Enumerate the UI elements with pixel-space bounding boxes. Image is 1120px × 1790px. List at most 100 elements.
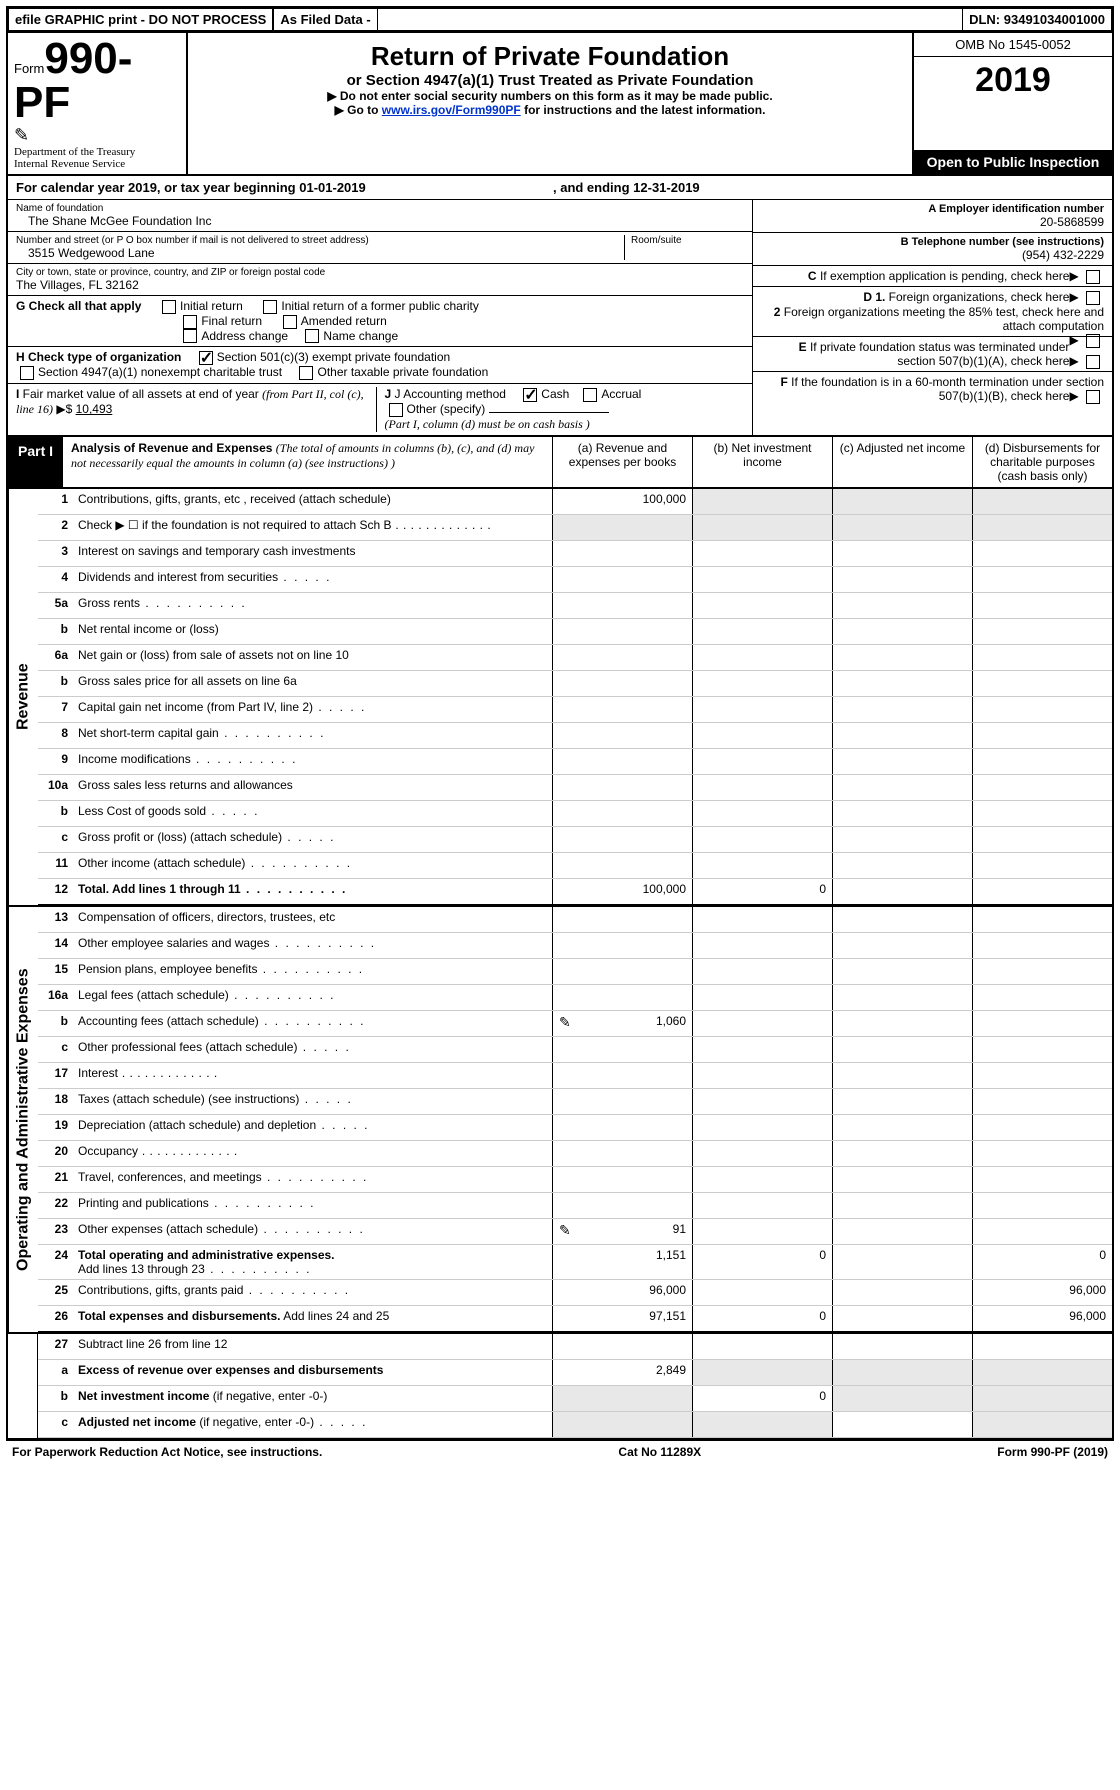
j-note: (Part I, column (d) must be on cash basi… [385,417,590,431]
line-amt-col2 [692,619,832,644]
revenue-section: Revenue 1Contributions, gifts, grants, e… [8,488,1112,905]
line-amt-col2 [692,933,832,958]
revenue-sidelabel: Revenue [8,489,38,905]
line-amt-col1 [552,671,692,696]
h-501c3-checkbox[interactable] [199,351,213,365]
line-amt-col2 [692,645,832,670]
line-amt-col1 [552,697,692,722]
line-amt-col4 [972,749,1112,774]
line-number: 2 [38,515,74,540]
line-amt-col4 [972,1089,1112,1114]
line-number: b [38,1386,74,1411]
col-d-hdr: (d) Disbursements for charitable purpose… [972,437,1112,487]
b-cell: B Telephone number (see instructions) (9… [753,233,1112,266]
line-amt-col4 [972,593,1112,618]
line-amt-col1 [552,1037,692,1062]
line-row: 18Taxes (attach schedule) (see instructi… [38,1089,1112,1115]
line-number: 21 [38,1167,74,1192]
line-amt-col4 [972,1063,1112,1088]
instr-1: ▶ Do not enter social security numbers o… [194,89,906,103]
line-amt-col4 [972,697,1112,722]
d2-checkbox[interactable] [1086,334,1100,348]
line-amt-col4 [972,959,1112,984]
line-amt-col4 [972,1360,1112,1385]
g-initial-former-checkbox[interactable] [263,300,277,314]
j-accrual-checkbox[interactable] [583,388,597,402]
instr2-pre: ▶ Go to [335,103,382,117]
f-checkbox[interactable] [1086,390,1100,404]
line-amt-col4 [972,1167,1112,1192]
line-desc: Capital gain net income (from Part IV, l… [74,697,552,722]
line-number: 3 [38,541,74,566]
g-name-checkbox[interactable] [305,329,319,343]
h-4947-checkbox[interactable] [20,366,34,380]
line-desc: Accounting fees (attach schedule) [74,1011,552,1036]
line-number: b [38,801,74,826]
line-number: 6a [38,645,74,670]
form-number: Form990-PF [14,37,180,125]
instr2-link[interactable]: www.irs.gov/Form990PF [382,103,521,117]
top-strip: efile GRAPHIC print - DO NOT PROCESS As … [8,8,1112,31]
line-amt-col3 [832,1089,972,1114]
h-opt-4947: Section 4947(a)(1) nonexempt charitable … [38,365,282,379]
line-desc: Contributions, gifts, grants, etc , rece… [74,489,552,514]
g-final-checkbox[interactable] [183,315,197,329]
name-label: Name of foundation [16,203,744,214]
ij-section: I Fair market value of all assets at end… [8,384,752,435]
d-cell: D 1. Foreign organizations, check here ▶… [753,287,1112,337]
line-amt-col2 [692,1089,832,1114]
h-other-checkbox[interactable] [299,366,313,380]
line-amt-col3 [832,489,972,514]
line-desc: Gross profit or (loss) (attach schedule) [74,827,552,852]
line-amt-col4 [972,567,1112,592]
line-row: 21Travel, conferences, and meetings [38,1167,1112,1193]
e-checkbox[interactable] [1086,355,1100,369]
line-amt-col1: 2,849 [552,1360,692,1385]
j-other-checkbox[interactable] [389,403,403,417]
line-row: 1Contributions, gifts, grants, etc , rec… [38,489,1112,515]
i-fmv-value: 10,493 [76,402,113,416]
j-cash: Cash [541,387,569,401]
col-a-hdr: (a) Revenue and expenses per books [552,437,692,487]
j-cash-checkbox[interactable] [523,388,537,402]
line-amt-col3 [832,567,972,592]
g-amended-checkbox[interactable] [283,315,297,329]
h-opt-other: Other taxable private foundation [317,365,488,379]
d1-checkbox[interactable] [1086,291,1100,305]
line-amt-col3 [832,697,972,722]
line-row: 26Total expenses and disbursements. Add … [38,1306,1112,1332]
line-number: 26 [38,1306,74,1331]
line-amt-col1 [552,567,692,592]
line-desc: Legal fees (attach schedule) [74,985,552,1010]
line-amt-col3 [832,1141,972,1166]
line-amt-col1 [552,1386,692,1411]
line-number: 19 [38,1115,74,1140]
g-opt-name: Name change [323,329,398,343]
line-amt-col3 [832,853,972,878]
line-amt-col1: ✎1,060 [552,1011,692,1036]
line-amt-col3 [832,1306,972,1331]
line-amt-col3 [832,1360,972,1385]
line-desc: Less Cost of goods sold [74,801,552,826]
addr-label: Number and street (or P O box number if … [16,235,624,246]
line-desc: Printing and publications [74,1193,552,1218]
g-address-checkbox[interactable] [183,329,197,343]
line-amt-col3 [832,827,972,852]
line-amt-col2 [692,541,832,566]
id-block: Name of foundation The Shane McGee Found… [8,200,1112,435]
line-amt-col1 [552,723,692,748]
phone-value: (954) 432-2229 [761,248,1104,262]
line-desc: Compensation of officers, directors, tru… [74,907,552,932]
net-side-spacer [8,1334,38,1438]
line-row: 15Pension plans, employee benefits [38,959,1112,985]
c-checkbox[interactable] [1086,270,1100,284]
line-amt-col4 [972,541,1112,566]
line-amt-col2 [692,749,832,774]
line-number: c [38,1037,74,1062]
g-initial-checkbox[interactable] [162,300,176,314]
masthead-right: OMB No 1545-0052 2019 Open to Public Ins… [912,33,1112,174]
line-amt-col3 [832,1412,972,1437]
line-desc: Gross sales less returns and allowances [74,775,552,800]
ein-value: 20-5868599 [761,215,1104,229]
g-opt-initial: Initial return [180,299,243,313]
